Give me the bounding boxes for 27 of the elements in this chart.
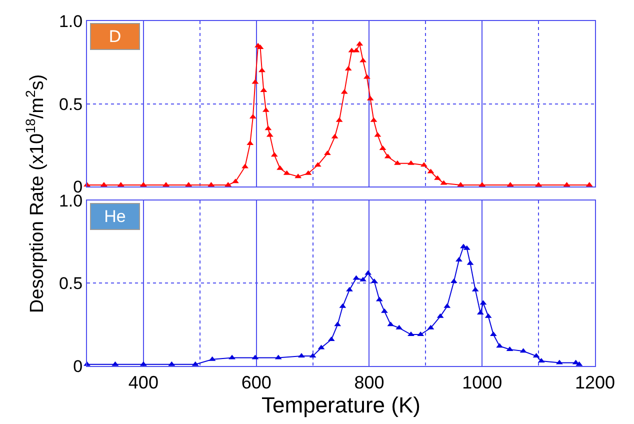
x-tick-label: 1200 (574, 372, 616, 393)
point (298, 353, 305, 358)
point (242, 164, 248, 168)
x-tick-label: 800 (354, 372, 384, 393)
x-axis-title: Temperature (K) (262, 392, 420, 418)
point (258, 68, 266, 72)
y-tick-label: 0.5 (58, 274, 83, 294)
point (456, 257, 462, 262)
point (408, 160, 414, 165)
point (276, 165, 284, 170)
point (360, 276, 366, 282)
point (408, 332, 414, 336)
y-tick-label: 1.0 (58, 12, 83, 31)
x-tick-label: 600 (241, 372, 272, 393)
y-tick-label: 0 (73, 356, 83, 376)
x-tick-label: 1000 (462, 372, 502, 393)
point (346, 286, 353, 292)
point (434, 175, 441, 180)
point (162, 182, 170, 186)
point (364, 74, 370, 79)
point (381, 308, 388, 313)
point (420, 162, 428, 167)
point (360, 58, 366, 62)
y-tick-label: 0.5 (58, 94, 83, 114)
text: D (108, 27, 122, 46)
x-tick-label: 400 (128, 372, 158, 393)
text: He (104, 207, 126, 226)
